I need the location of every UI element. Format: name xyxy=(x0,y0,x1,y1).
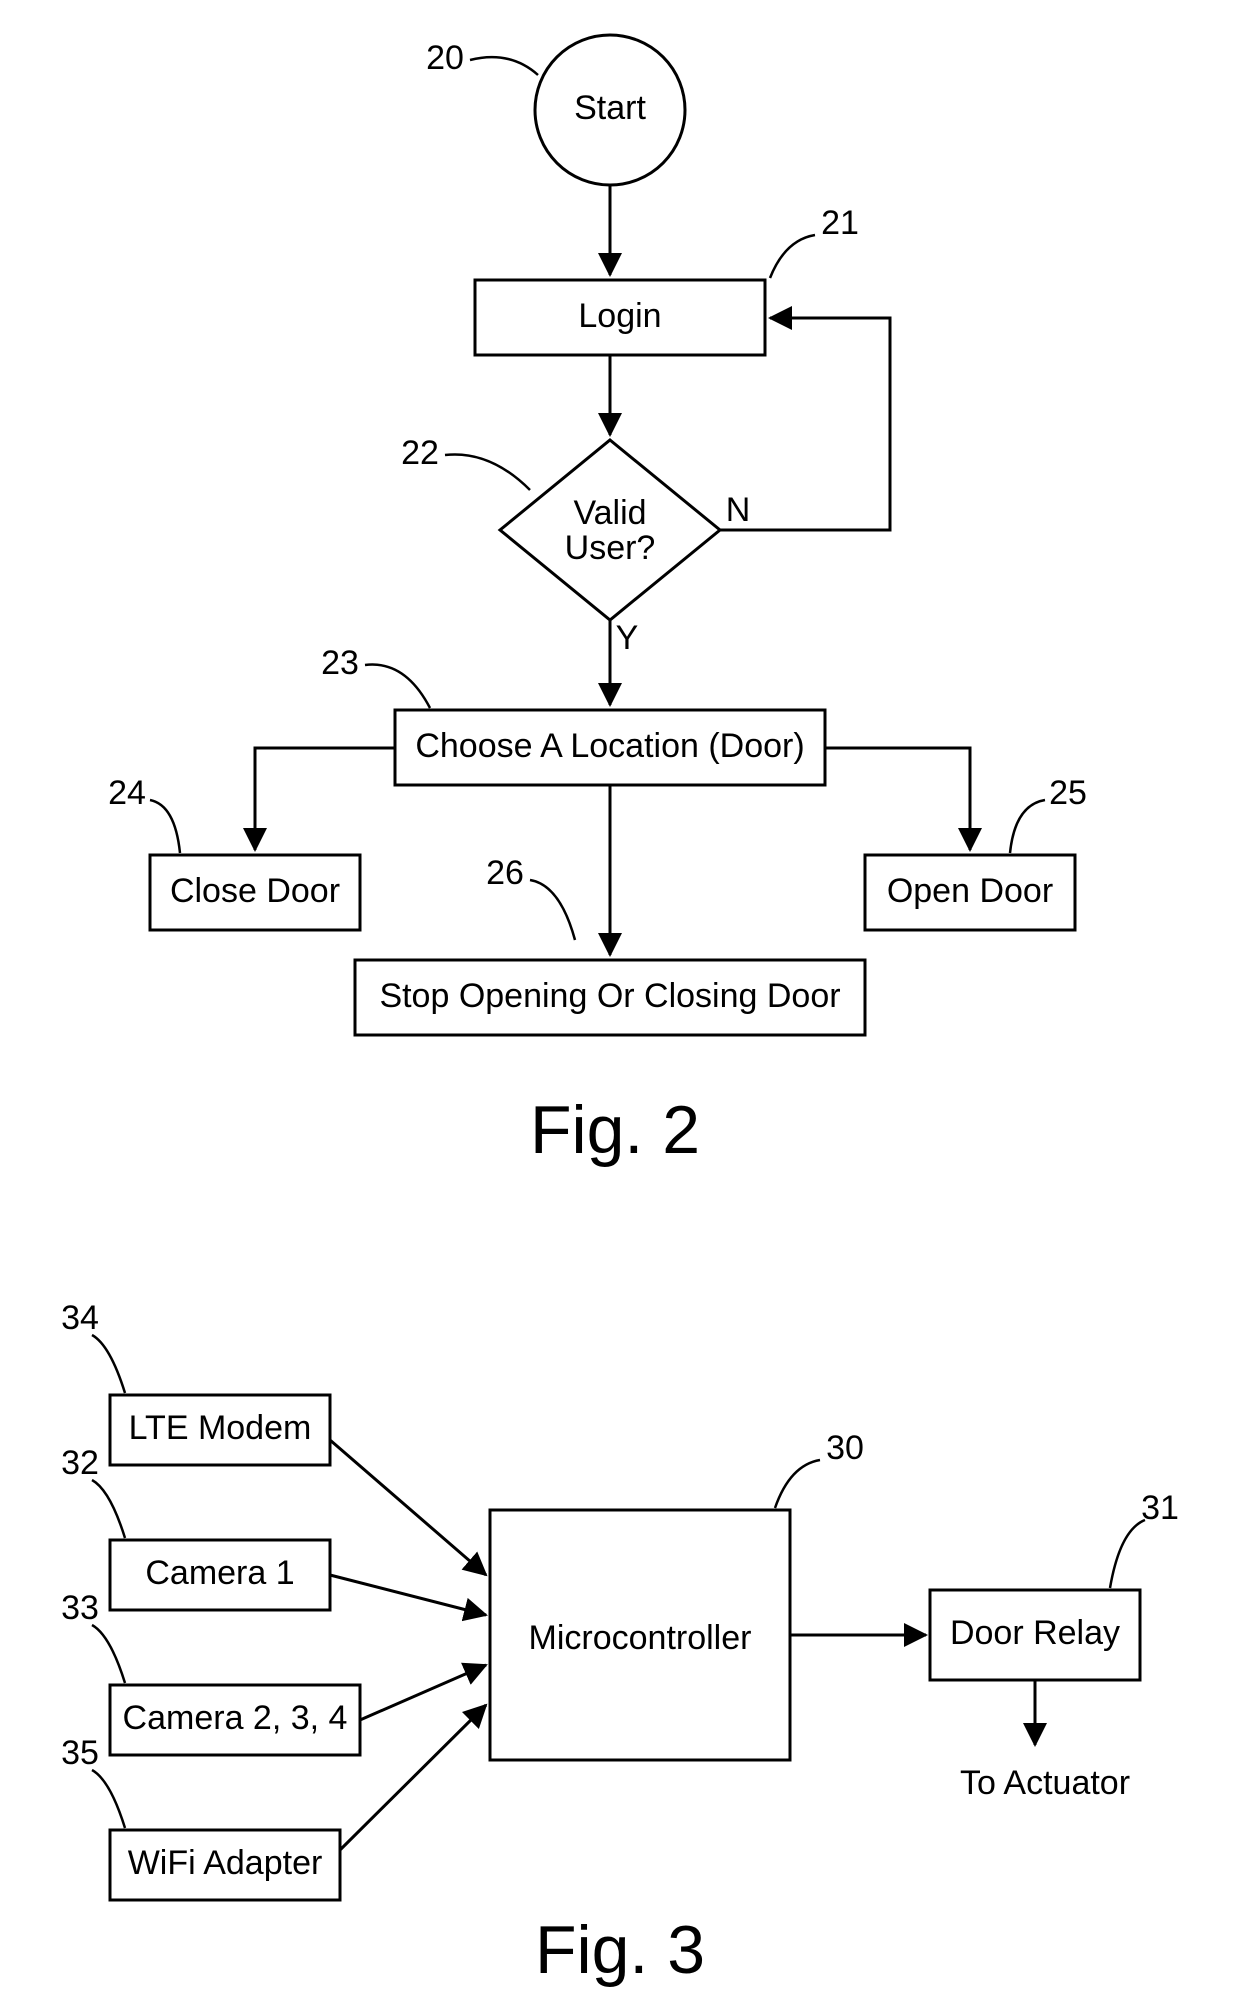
fig2-open-leader xyxy=(1010,800,1045,853)
fig3-cam1-label: Camera 1 xyxy=(145,1554,294,1592)
fig2-choose-ref: 23 xyxy=(321,644,359,682)
fig3-cam234-ref: 33 xyxy=(61,1589,99,1627)
fig2-start-label: Start xyxy=(574,89,646,127)
fig2-login-ref: 21 xyxy=(821,204,859,242)
fig3-edge-cam234-mcu xyxy=(360,1665,486,1720)
fig3-wifi-label: WiFi Adapter xyxy=(128,1844,323,1882)
fig3-wifi-ref: 35 xyxy=(61,1734,99,1772)
fig2-valid-label-2: User? xyxy=(565,529,656,567)
fig2-valid-yes: Y xyxy=(616,619,639,657)
fig3-relay-leader xyxy=(1110,1520,1145,1588)
fig2-valid-ref: 22 xyxy=(401,434,439,472)
fig2-open-label: Open Door xyxy=(887,872,1053,910)
fig3-cam234-leader xyxy=(92,1625,125,1683)
fig3-cam1-leader xyxy=(92,1480,125,1538)
fig3-mcu-label: Microcontroller xyxy=(529,1619,752,1657)
fig2-close-label: Close Door xyxy=(170,872,340,910)
fig2-start-leader xyxy=(470,57,538,75)
fig3-mcu-leader xyxy=(775,1460,820,1508)
fig2-choose-label: Choose A Location (Door) xyxy=(415,727,804,765)
fig2-edge-choose-open xyxy=(825,748,970,850)
diagram-canvas: Start 20 Login 21 Valid User? 22 N Y Cho… xyxy=(0,0,1240,2006)
fig3-lte-label: LTE Modem xyxy=(129,1409,312,1447)
fig2-stop-ref: 26 xyxy=(486,854,524,892)
fig3-caption: Fig. 3 xyxy=(535,1912,705,1988)
fig3-actuator-label: To Actuator xyxy=(960,1764,1130,1802)
fig2-start-ref: 20 xyxy=(426,39,464,77)
fig2-edge-choose-close xyxy=(255,748,395,850)
fig3-edge-lte-mcu xyxy=(330,1440,486,1575)
fig3-edge-cam1-mcu xyxy=(330,1575,486,1615)
fig3-lte-ref: 34 xyxy=(61,1299,99,1337)
fig3-edge-wifi-mcu xyxy=(340,1705,486,1850)
fig2-caption: Fig. 2 xyxy=(530,1092,700,1168)
fig3-wifi-leader xyxy=(92,1770,125,1828)
fig2-valid-label-1: Valid xyxy=(573,494,646,532)
fig2-close-leader xyxy=(150,800,180,853)
fig3-mcu-ref: 30 xyxy=(826,1429,864,1467)
fig2-login-label: Login xyxy=(578,297,661,335)
fig3-relay-label: Door Relay xyxy=(950,1614,1120,1652)
fig3-cam1-ref: 32 xyxy=(61,1444,99,1482)
fig2-stop-leader xyxy=(530,880,575,940)
fig2-open-ref: 25 xyxy=(1049,774,1087,812)
fig3-relay-ref: 31 xyxy=(1141,1489,1179,1527)
fig2-choose-leader xyxy=(365,665,430,708)
fig3-lte-leader xyxy=(92,1335,125,1393)
fig2-valid-leader xyxy=(445,454,530,490)
fig2-stop-label: Stop Opening Or Closing Door xyxy=(379,977,840,1015)
fig2-valid-no: N xyxy=(726,491,751,529)
fig3-cam234-label: Camera 2, 3, 4 xyxy=(123,1699,348,1737)
fig2-login-leader xyxy=(770,235,815,278)
fig2-close-ref: 24 xyxy=(108,774,146,812)
